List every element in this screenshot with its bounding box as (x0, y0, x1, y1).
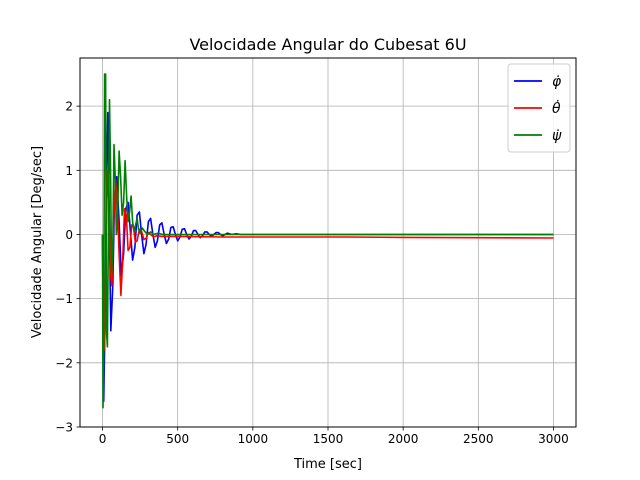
x-tick-label: 1500 (313, 432, 344, 446)
y-axis-label: Velocidade Angular [Deg/sec] (30, 146, 45, 338)
legend-label: ψ̇ (552, 128, 562, 144)
y-tick-label: 0 (65, 228, 73, 242)
series-layer (101, 73, 554, 409)
x-axis-label: Time [sec] (293, 457, 362, 472)
series-line-1 (101, 111, 554, 403)
y-tick-label: −3 (55, 421, 73, 435)
y-tick-label: 2 (65, 100, 73, 114)
y-tick-label: −2 (55, 356, 73, 370)
x-tick-label: 0 (99, 432, 107, 446)
y-tick-label: −1 (55, 292, 73, 306)
series-line-3 (101, 73, 554, 409)
x-tick-label: 1000 (238, 432, 269, 446)
y-tick-label: 1 (65, 164, 73, 178)
legend: φ̇ θ̇ ψ̇ (507, 63, 571, 153)
x-tick-label: 3000 (538, 432, 569, 446)
ticks: 0 500 1000 1500 2000 2500 3000 −3 −2 −1 0 1 2 (55, 100, 568, 446)
x-tick-label: 2000 (388, 432, 419, 446)
legend-label: φ̇ (552, 74, 562, 90)
legend-label: θ̇ (552, 99, 561, 117)
chart-title: Velocidade Angular do Cubesat 6U (189, 35, 466, 54)
x-tick-label: 500 (166, 432, 189, 446)
x-tick-label: 2500 (463, 432, 494, 446)
